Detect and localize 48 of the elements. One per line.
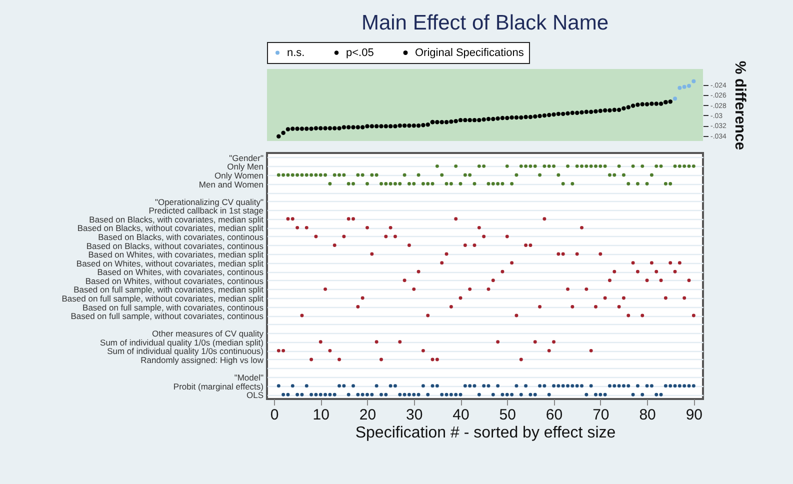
y-tick-label: Predicted callback in 1st stage [148,206,264,216]
y-tick-label: Sum of individual quality 1/0s (median split) [100,337,264,348]
y-tick-label: Other measures of CV quality [152,328,264,339]
chart-title: Main Effect of Black Name [361,12,609,34]
point [673,96,678,101]
point [682,84,686,89]
x-axis-title: Specification # - sorted by effect size [355,424,616,442]
y-tick-label: Based on Whites, with covariates, median split [88,250,264,260]
x-tick-label: 10 [312,406,330,424]
point [430,120,435,124]
legend-label: Original Specifications [415,46,524,59]
y-tick-label: "Gender" [229,152,264,163]
y-tick-label: Based on Blacks, without covariates, median split [77,223,264,234]
y-tick-label: Based on Whites, without covariates, median split [76,258,264,268]
y-axis-title: % difference [731,60,748,150]
x-tick-label: 50 [499,406,516,424]
y-tick-label: "Operationalizing CV quality" [154,196,264,207]
x-tick-label: 30 [406,406,423,424]
y-tick-label: Randomly assigned: High vs low [140,354,264,365]
y-tick-label: Based on Blacks, with covariates, median split [89,214,264,224]
point [678,86,682,90]
y-tick-label: Based on full sample, with covariates, continous [82,302,264,312]
legend-label: n.s. [287,46,305,59]
x-tick-label: 20 [359,406,376,424]
x-tick-label: 80 [639,406,656,424]
y-tick-label: "Model" [234,372,264,383]
y-tick-label: Based on Whites, without covariates, continous [85,276,264,286]
y-tick-label: Based on Blacks, with covariates, continous [98,232,264,242]
y-tick-label: Based on Blacks, without covariates, continous [86,240,264,251]
x-tick-label: 90 [686,406,703,424]
y-tick-label: Only Men [227,162,264,172]
point [663,100,668,104]
y-tick-label: Probit (marginal effects) [173,381,264,392]
x-tick-label: 40 [452,406,470,424]
point [692,79,696,84]
y-tick-label: Only Women [214,170,264,180]
y-tick-label: Based on Whites, with covariates, continous [97,267,264,278]
x-tick-label: 0 [270,406,279,424]
y-tick-label: Based on full sample, without covariates, continous [70,311,264,322]
legend-label: p<.05 [346,46,374,59]
x-tick-label: 60 [546,406,563,424]
x-tick-label: 70 [592,406,610,424]
y-tick-label: Based on full sample, with covariates, median split [74,284,264,295]
y-tick-label: OLS [246,390,264,400]
y-tick-label: Men and Women [198,179,264,190]
point [687,84,692,88]
y-tick-label: Sum of individual quality 1/0s continuous) [107,346,264,356]
y-tick-label: Based on full sample, without covariates, median split [62,293,264,304]
